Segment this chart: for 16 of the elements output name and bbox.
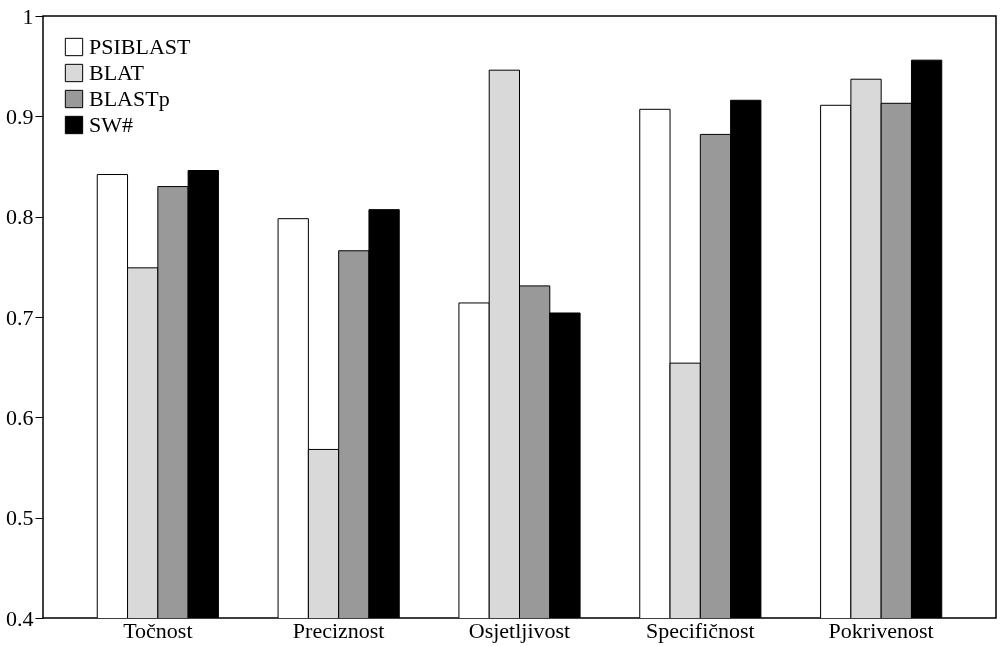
x-tick-label: Pokrivenost <box>828 617 934 643</box>
y-tick-label: 0.7 <box>6 304 34 330</box>
y-tick-label: 0.5 <box>6 505 34 531</box>
x-tick-label: Preciznost <box>292 617 385 643</box>
x-tick-label: Specifičnost <box>645 617 755 643</box>
y-tick-label: 0.8 <box>6 204 34 230</box>
y-tick-label: 0.6 <box>6 404 34 430</box>
legend-label: BLAT <box>89 60 145 85</box>
y-tick-label: 0.4 <box>6 605 34 631</box>
x-tick-label: Točnost <box>123 617 193 643</box>
y-tick-label: 0.9 <box>6 103 34 129</box>
x-tick-label: Osjetljivost <box>468 617 571 643</box>
y-tick-label: 1 <box>22 3 34 29</box>
legend-label: SW# <box>89 112 133 137</box>
legend-label: PSIBLAST <box>89 34 192 59</box>
legend-label: BLASTp <box>89 86 170 111</box>
